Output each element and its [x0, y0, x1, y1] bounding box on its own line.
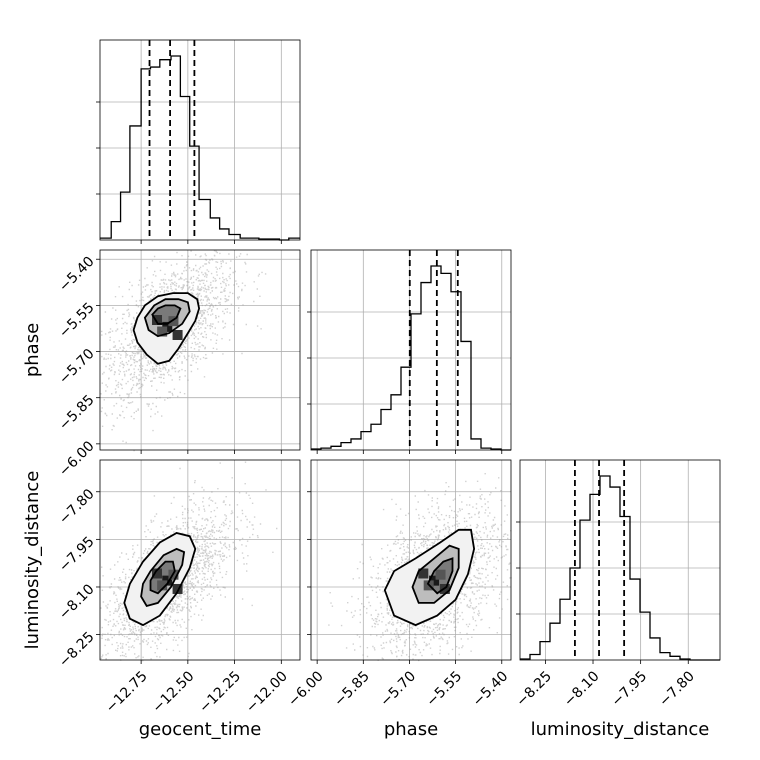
contour-line: [149, 560, 176, 595]
axes-frame: [310, 249, 512, 451]
scatter-panel-phase-luminosity_distance: [307, 459, 512, 664]
x-axis-label-phase: phase: [384, 719, 438, 740]
density-block: [172, 330, 183, 340]
contour-line: [426, 557, 454, 595]
x-axis-label-geocent-time: geocent_time: [139, 719, 262, 740]
contour-line: [151, 304, 182, 325]
density-block: [157, 580, 168, 591]
density-block: [168, 316, 179, 327]
hist-panel-phase: [307, 249, 512, 454]
density-block: [162, 575, 173, 586]
y-axis-label-phase: phase: [22, 323, 43, 377]
density-block: [152, 568, 163, 579]
hist-panel-geocent_time: [96, 39, 301, 244]
contour-line: [140, 547, 186, 608]
contour-line: [123, 532, 197, 627]
density-block: [162, 321, 173, 332]
histogram-step-line: [520, 475, 720, 661]
hist-panel-luminosity_distance: [516, 459, 721, 664]
contour-line: [383, 528, 476, 627]
density-block: [172, 583, 183, 594]
contour-line: [143, 298, 191, 338]
density-block: [418, 568, 429, 579]
axes-frame: [99, 39, 301, 241]
density-block: [152, 315, 163, 325]
density-block: [429, 575, 440, 586]
histogram-step-line: [100, 55, 300, 241]
axes-frame: [519, 459, 721, 661]
contour-line: [411, 544, 460, 604]
axes-frame: [99, 459, 301, 661]
density-block: [435, 569, 446, 580]
scatter-panel-geocent_time-luminosity_distance: [96, 459, 301, 664]
axes-frame: [310, 459, 512, 661]
axes-frame: [99, 249, 301, 451]
histogram-step-line: [311, 265, 511, 451]
scatter-points: [100, 250, 267, 452]
density-block: [157, 326, 168, 337]
scatter-panel-geocent_time-phase: [96, 249, 301, 454]
x-axis-label-luminosity-distance: luminosity_distance: [531, 719, 710, 740]
y-axis-label-luminosity-distance: luminosity_distance: [22, 471, 43, 650]
contour-line: [132, 292, 201, 365]
